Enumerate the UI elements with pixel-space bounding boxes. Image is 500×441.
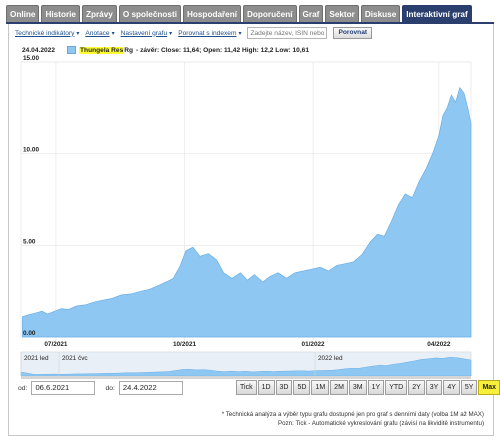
tab-historie[interactable]: Historie [41, 5, 80, 24]
legend-values: - závěr: Close: 11,64; Open: 11,42 High:… [136, 46, 310, 54]
legend-swatch [67, 46, 77, 54]
footnotes: * Technická analýza a výběr typu grafu d… [222, 410, 484, 428]
zoom-button-1m[interactable]: 1M [311, 380, 330, 395]
zoom-button-3m[interactable]: 3M [348, 380, 367, 395]
tab-o-spolecnosti[interactable]: O společnosti [118, 5, 181, 24]
zoom-button-3d[interactable]: 3D [275, 380, 293, 395]
tab-online[interactable]: Online [6, 5, 40, 24]
from-label: od: [18, 384, 28, 392]
to-date-input[interactable]: 24.4.2022 [118, 381, 183, 395]
tab-doporuceni[interactable]: Doporučení [243, 5, 297, 24]
tab-zpravy[interactable]: Zprávy [81, 5, 117, 24]
tab-diskuse[interactable]: Diskuse [360, 5, 401, 24]
zoom-button-5y[interactable]: 5Y [460, 380, 478, 395]
zoom-button-4y[interactable]: 4Y [443, 380, 460, 395]
tab-underline [6, 22, 494, 24]
chart-panel [8, 24, 494, 436]
zoom-button-ytd[interactable]: YTD [385, 380, 408, 395]
compare-search-input[interactable] [247, 27, 328, 39]
from-date-input[interactable]: 06.6.2021 [31, 381, 96, 395]
chart-legend: 24.04.2022 Thungela Res Rg - závěr: Clos… [22, 46, 309, 54]
tab-interaktivni-graf[interactable]: Interaktivní graf [402, 5, 472, 24]
zoom-button-1y[interactable]: 1Y [367, 380, 385, 395]
chart-settings-link[interactable]: Nastavení grafu [120, 29, 168, 37]
zoom-button-5d[interactable]: 5D [293, 380, 311, 395]
zoom-button-2y[interactable]: 2Y [408, 380, 425, 395]
tab-graf[interactable]: Graf [298, 5, 324, 24]
chevron-down-icon[interactable]: ▾ [111, 30, 115, 37]
chevron-down-icon[interactable]: ▾ [76, 30, 80, 37]
legend-ticker: Rg [124, 46, 134, 54]
legend-series-name: Thungela Res [79, 46, 125, 54]
chevron-down-icon[interactable]: ▾ [169, 30, 173, 37]
legend-date: 24.04.2022 [22, 46, 56, 54]
chart-toolbar: Technické indikátory ▾ Anotace ▾ Nastave… [15, 27, 373, 39]
to-label: do: [105, 384, 115, 392]
technical-indicators-link[interactable]: Technické indikátory [15, 29, 75, 37]
zoom-buttons: Tick 1D 3D 5D 1M 2M 3M 1Y YTD 2Y 3Y 4Y 5Y Max [236, 380, 500, 395]
date-range: od: 06.6.2021 do: 24.4.2022 [18, 381, 189, 395]
compare-index-link[interactable]: Porovnat s indexem [178, 29, 237, 37]
zoom-button-1d[interactable]: 1D [257, 380, 275, 395]
compare-button[interactable]: Porovnat [333, 27, 373, 39]
chevron-down-icon[interactable]: ▾ [238, 30, 242, 37]
footnote-tick: Pozn: Tick - Automatické vykreslování gr… [278, 420, 484, 427]
footnote-technical: * Technická analýza a výběr typu grafu d… [221, 411, 484, 418]
zoom-button-max[interactable]: Max [478, 380, 500, 395]
zoom-button-2m[interactable]: 2M [330, 380, 348, 395]
tab-hospodareni[interactable]: Hospodaření [182, 5, 242, 24]
zoom-button-3y[interactable]: 3Y [425, 380, 443, 395]
zoom-button-tick[interactable]: Tick [236, 380, 257, 395]
tab-sektor[interactable]: Sektor [325, 5, 359, 24]
annotations-link[interactable]: Anotace [85, 29, 110, 37]
tab-bar: Online Historie Zprávy O společnosti Hos… [6, 5, 472, 24]
